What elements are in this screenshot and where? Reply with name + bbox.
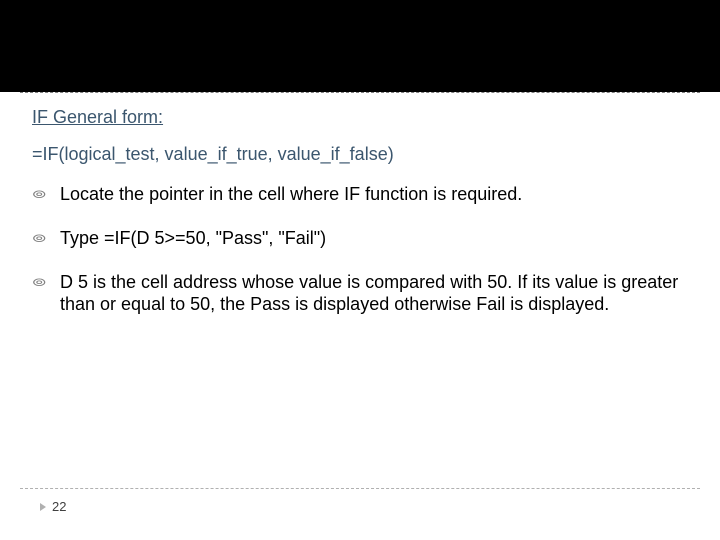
bullet-text: Locate the pointer in the cell where IF … bbox=[60, 183, 688, 205]
page-number-wrap: 22 bbox=[20, 499, 700, 514]
slide: IF General form: =IF(logical_test, value… bbox=[0, 0, 720, 540]
list-item: ๏ D 5 is the cell address whose value is… bbox=[32, 271, 688, 315]
list-item: ๏ Locate the pointer in the cell where I… bbox=[32, 183, 688, 205]
triangle-icon bbox=[40, 503, 46, 511]
bullet-text: D 5 is the cell address whose value is c… bbox=[60, 271, 688, 315]
section-heading: IF General form: bbox=[32, 107, 163, 128]
bullet-icon: ๏ bbox=[32, 227, 77, 249]
content-area: IF General form: =IF(logical_test, value… bbox=[0, 93, 720, 315]
bullet-text: Type =IF(D 5>=50, "Pass", "Fail") bbox=[60, 227, 688, 249]
title-band bbox=[0, 0, 720, 92]
list-item: ๏ Type =IF(D 5>=50, "Pass", "Fail") bbox=[32, 227, 688, 249]
divider-bottom bbox=[20, 488, 700, 489]
bullet-icon: ๏ bbox=[32, 183, 77, 205]
footer: 22 bbox=[20, 488, 700, 514]
formula-text: =IF(logical_test, value_if_true, value_i… bbox=[32, 144, 688, 165]
bullet-icon: ๏ bbox=[32, 271, 77, 293]
page-number: 22 bbox=[52, 499, 66, 514]
